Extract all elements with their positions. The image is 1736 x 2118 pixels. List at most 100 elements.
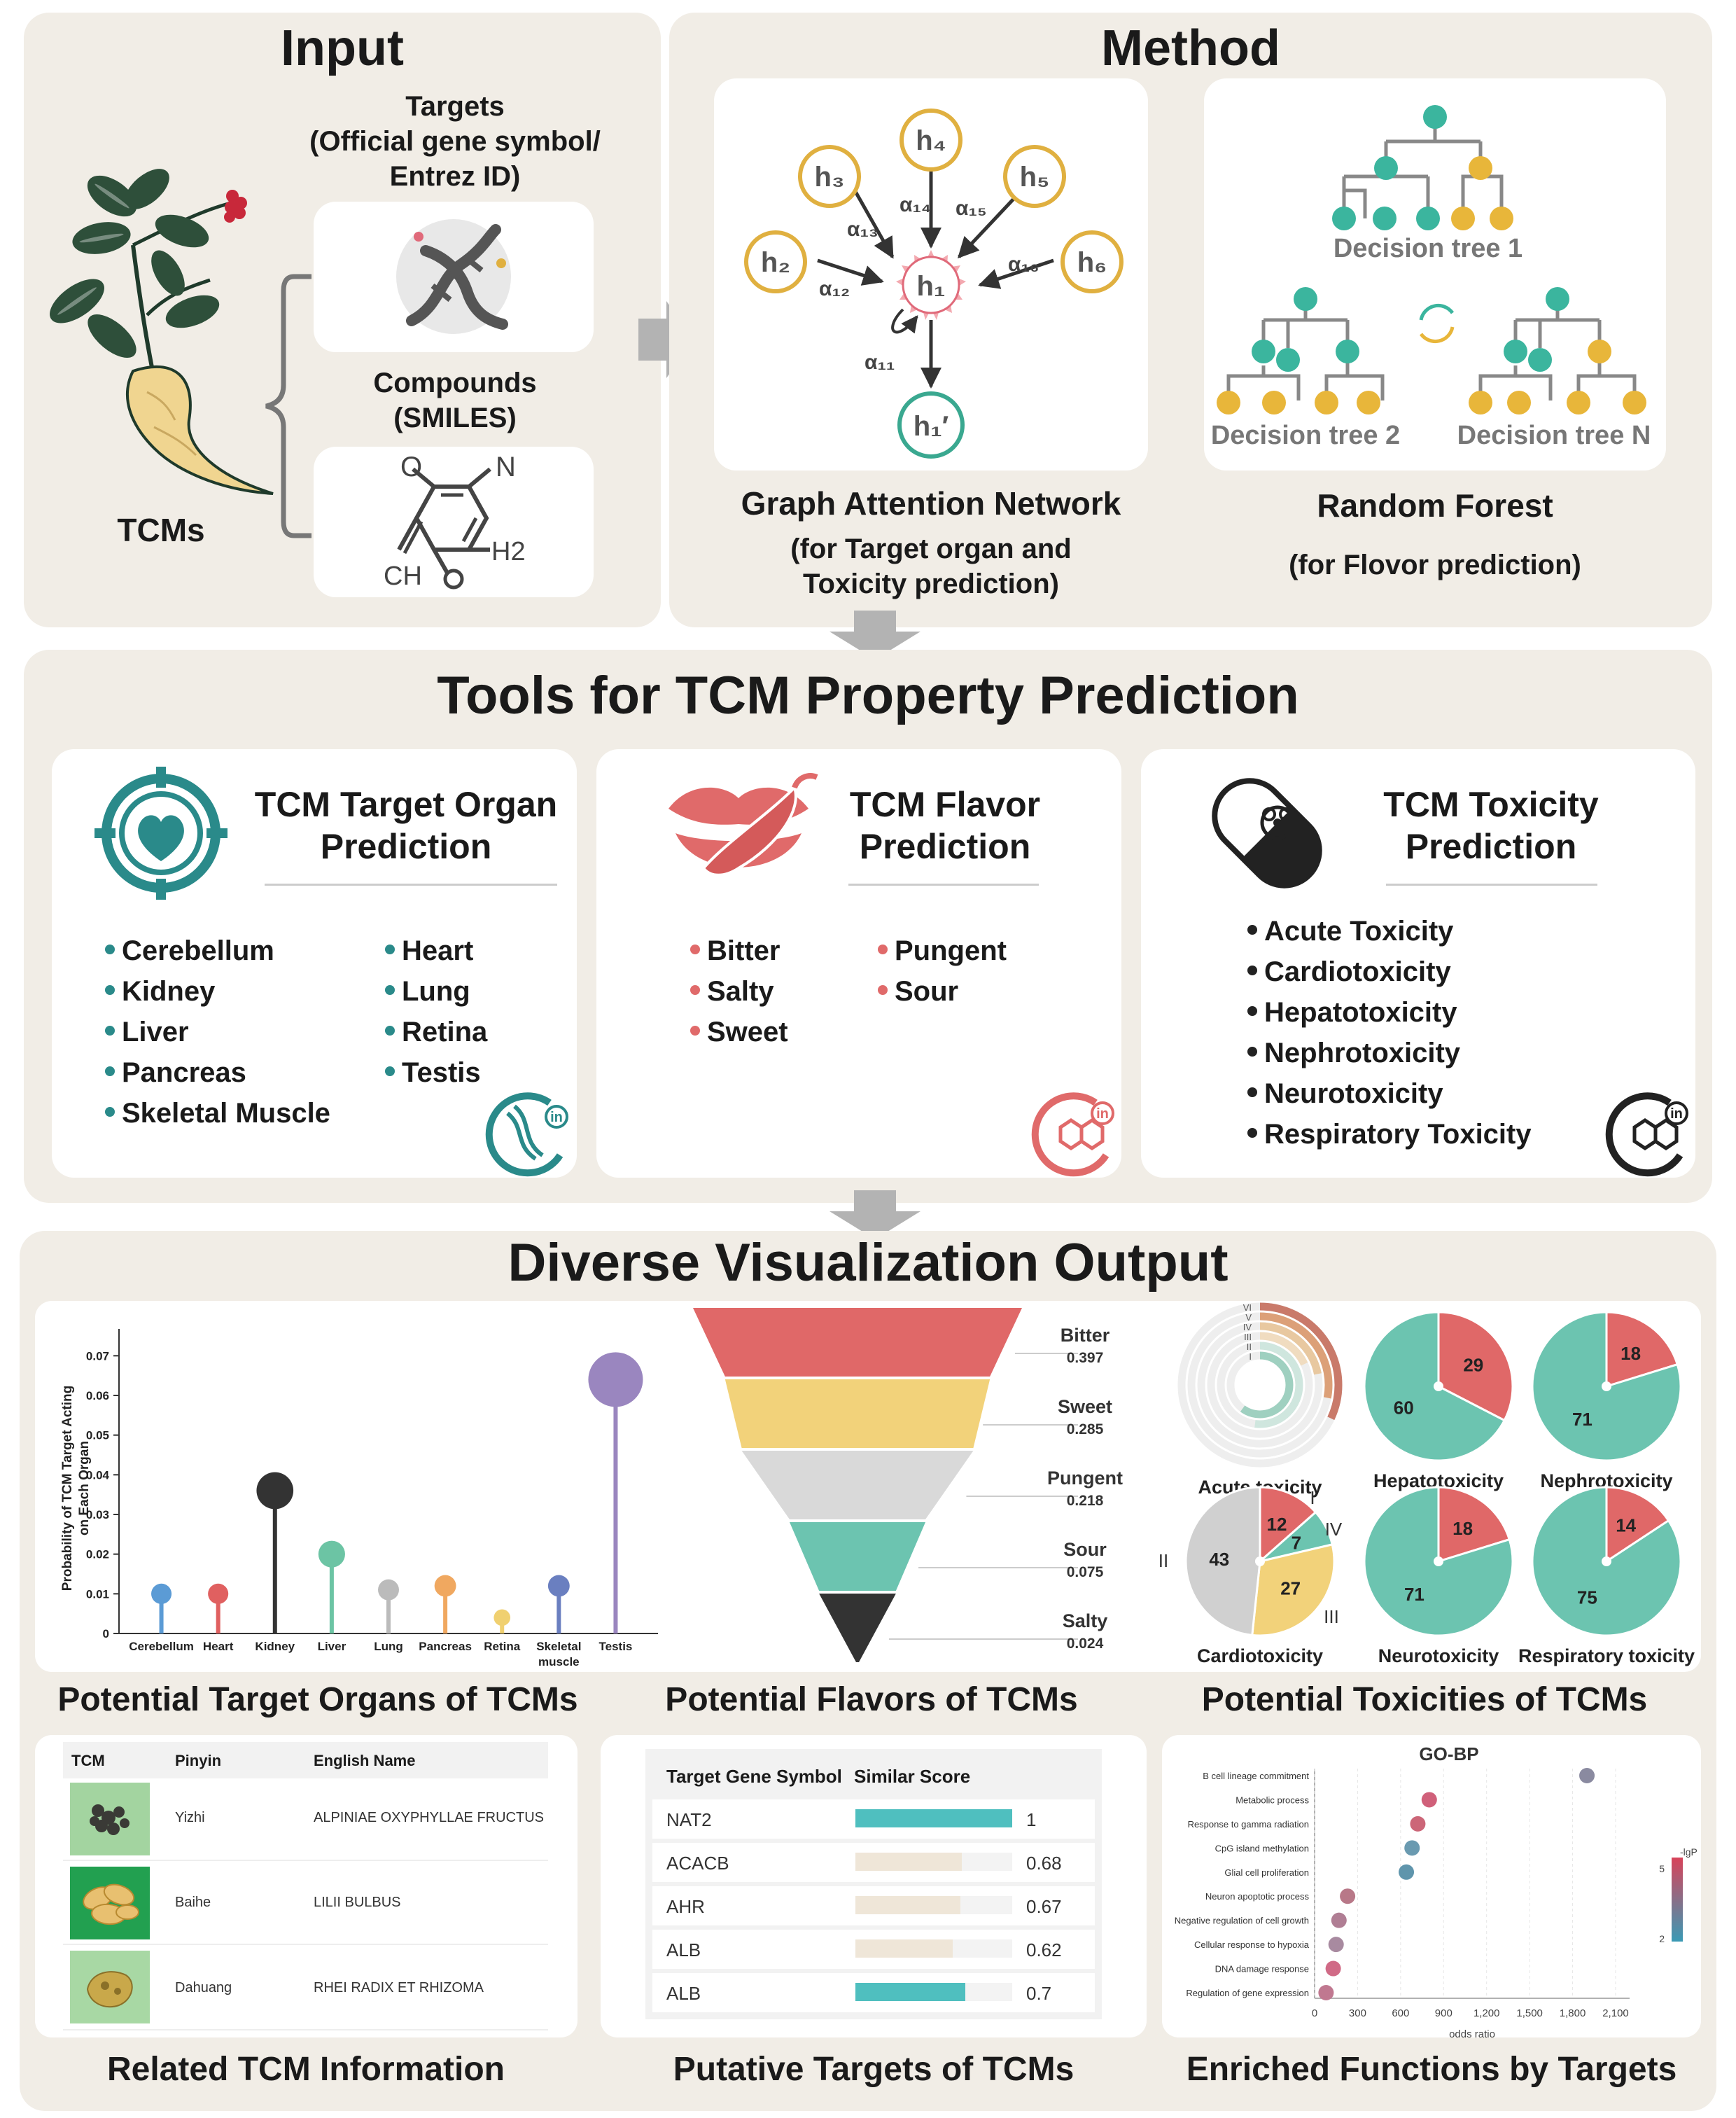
pie-value-label: 29: [1463, 1355, 1483, 1376]
scatter-point: [1318, 1985, 1334, 2000]
molecule-icon: O N H2 CH: [384, 452, 526, 591]
organ-item: Kidney: [105, 976, 215, 1008]
score-bar-track: [855, 1896, 1012, 1914]
pie-value-label: 7: [1292, 1532, 1301, 1553]
score-value: 1: [1026, 1809, 1037, 1830]
funnel-segment: [819, 1594, 896, 1662]
pie-value-label: 60: [1394, 1397, 1414, 1418]
organ-divider: [265, 884, 557, 886]
x-tick-label: Liver: [318, 1640, 346, 1653]
pie-value-label: 43: [1209, 1549, 1229, 1570]
input-title: Input: [281, 20, 404, 76]
x-tick-label: 1,800: [1560, 2007, 1586, 2019]
pie-slice: [1251, 1543, 1336, 1637]
gat-title: Graph Attention Network: [741, 485, 1121, 522]
node-h1: h₁: [917, 271, 946, 302]
funnel-category-label: Bitter: [1060, 1325, 1110, 1346]
tree1-label: Decision tree 1: [1334, 234, 1522, 263]
flavor-item: Sour: [878, 976, 958, 1008]
rf-title: Random Forest: [1317, 487, 1553, 524]
pie-category-label: I: [1310, 1487, 1315, 1508]
pie-value-label: 18: [1620, 1343, 1641, 1364]
tools-title: Tools for TCM Property Prediction: [437, 666, 1299, 725]
y-category-label: DNA damage response: [1215, 1964, 1309, 1974]
x-tick-label: Skeletal: [536, 1640, 581, 1653]
molecule-logo-black-icon: in: [1605, 1092, 1688, 1177]
pie-slice: [1259, 1486, 1317, 1564]
y-axis-label-line: Probability of TCM Target Acting: [60, 1386, 75, 1591]
scatter-point: [1331, 1912, 1347, 1928]
x-tick-label: 600: [1392, 2007, 1409, 2019]
y-tick-label: 0.02: [86, 1548, 109, 1561]
x-tick-label: muscle: [538, 1655, 580, 1668]
node-h2: h₂: [761, 247, 790, 278]
x-tick-label: 2,100: [1602, 2007, 1629, 2019]
pie-slice: [1437, 1311, 1514, 1422]
target-col-symbol: Target Gene Symbol: [666, 1766, 842, 1787]
score-value: 0.68: [1026, 1853, 1062, 1874]
flavor-title-2: Prediction: [859, 827, 1031, 866]
score-bar-fill: [855, 1939, 953, 1958]
dna-logo-icon: in: [485, 1092, 568, 1177]
pie-slice: [1437, 1486, 1511, 1563]
pie-value-label: 71: [1572, 1409, 1592, 1430]
svg-text:in: in: [1096, 1106, 1109, 1122]
mol-ch-text: CH: [384, 562, 422, 591]
y-category-label: Metabolic process: [1236, 1795, 1309, 1805]
pie-center: [1602, 1381, 1611, 1391]
organ-title-2: Prediction: [320, 827, 492, 866]
tcm-row-english: RHEI RADIX ET RHIZOMA: [314, 1980, 484, 1995]
radial-category-label: V: [1245, 1312, 1252, 1323]
target-gene-row: ALB 0.7: [652, 1973, 1095, 2012]
tcm-table-header: [63, 1742, 548, 1778]
pie-caption: Cardiotoxicity: [1197, 1645, 1323, 1666]
funnel-segment: [789, 1522, 926, 1591]
molecule-logo-red-icon: in: [1031, 1092, 1114, 1177]
scatter-point: [1340, 1888, 1356, 1904]
x-tick-label: 1,200: [1474, 2007, 1500, 2019]
radial-bar: [1217, 1342, 1303, 1428]
organ-lollipop-chart: 0 0.01 0.02 0.03 0.04 0.05 0.06 0.07 Probability…: [60, 1329, 658, 1668]
x-tick-label: Pancreas: [419, 1640, 472, 1653]
x-tick-label: 0: [1312, 2007, 1317, 2019]
alpha-14: α₁₄: [899, 193, 931, 216]
x-axis-label: odds ratio: [1449, 2028, 1495, 2037]
target-gene-row: ACACB 0.68: [652, 1843, 1095, 1882]
legend-title: -lgP: [1680, 1846, 1698, 1858]
organ-item: Skeletal Muscle: [105, 1098, 330, 1129]
toxicity-item: Neurotoxicity: [1247, 1078, 1443, 1110]
heart-target-icon: [94, 767, 227, 900]
pie-slice: [1605, 1486, 1670, 1563]
pie-caption: Respiratory toxicity: [1518, 1645, 1695, 1666]
pie-value-label: 71: [1404, 1584, 1424, 1605]
toxicities-caption: Potential Toxicities of TCMs: [1201, 1681, 1648, 1718]
radial-category-label: III: [1244, 1332, 1252, 1342]
pie-center: [1255, 1556, 1265, 1566]
flavors-caption: Potential Flavors of TCMs: [665, 1681, 1078, 1718]
organ-item: Lung: [385, 976, 470, 1008]
gene-symbol: ALB: [666, 1983, 701, 2004]
funnel-segment: [693, 1308, 1022, 1377]
node-h1-prime: h₁′: [913, 411, 949, 442]
x-tick-label: Testis: [599, 1640, 633, 1653]
alpha-11: α₁₁: [864, 351, 895, 374]
scatter-point: [1421, 1792, 1437, 1808]
go-bp-scatter-chart: GO-BP 0 300 600 900 1,200 1,500 1,800 2,100 odds …: [1175, 1743, 1698, 2037]
radial-bar: [1187, 1312, 1333, 1458]
arrow-down-icon: [830, 611, 920, 660]
organ-item: Heart: [385, 935, 473, 967]
y-tick-label: 0.07: [86, 1349, 109, 1363]
organ-item: Retina: [385, 1017, 487, 1048]
rf-sub: (for Flovor prediction): [1289, 550, 1581, 580]
flavor-tool-card[interactable]: [596, 749, 1121, 1178]
scatter-point: [1325, 1960, 1341, 1977]
node-h6: h₆: [1077, 247, 1107, 278]
score-value: 0.62: [1026, 1939, 1062, 1960]
brace-icon: [265, 274, 312, 538]
organ-tool-card[interactable]: [52, 749, 577, 1178]
target-gene-row: ALB 0.62: [652, 1930, 1095, 1969]
y-axis-label-line: on Each Organ: [77, 1441, 92, 1535]
pie-value-label: 12: [1267, 1514, 1287, 1535]
svg-text:in: in: [550, 1110, 563, 1125]
y-tick-label: 0.03: [86, 1508, 109, 1521]
